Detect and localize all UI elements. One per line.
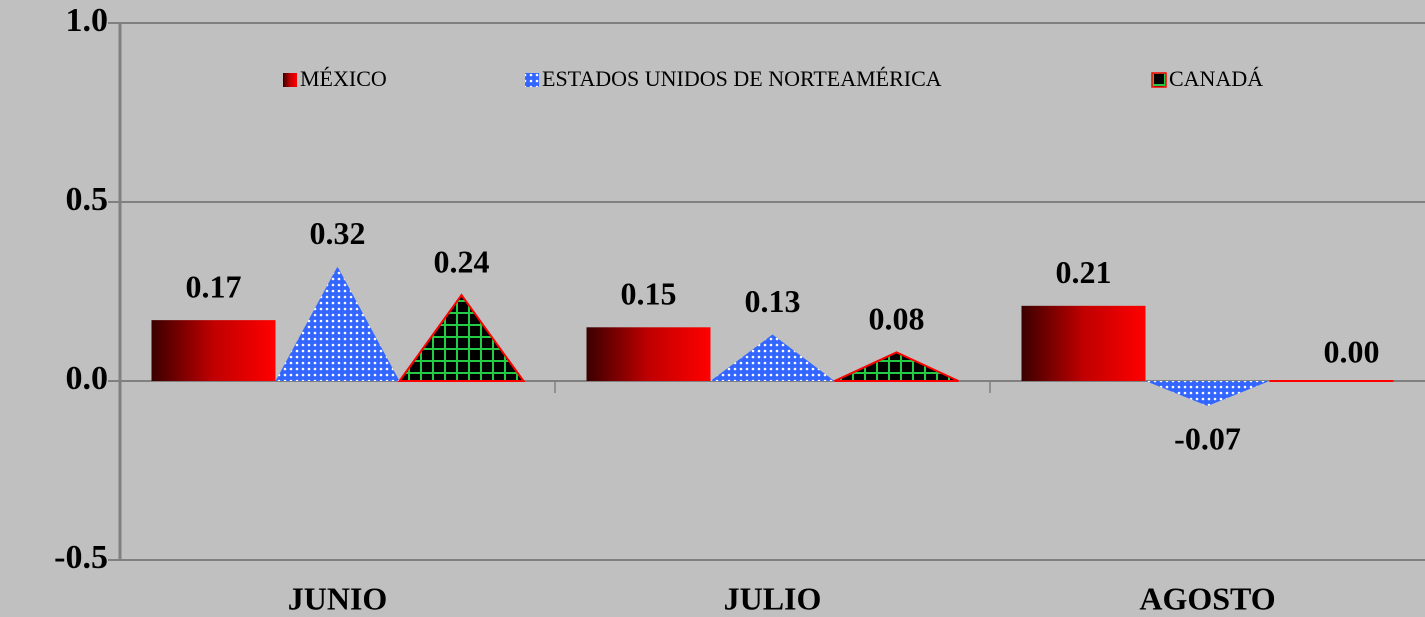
legend-swatch <box>1151 72 1167 88</box>
bar <box>834 351 959 382</box>
data-label: 0.08 <box>869 301 925 337</box>
y-tick-label: 0.5 <box>66 181 109 218</box>
y-tick-label: 1.0 <box>66 2 109 39</box>
y-tick-label: -0.5 <box>54 539 108 576</box>
legend-label: CANADÁ <box>1169 66 1263 91</box>
x-tick-label: JUNIO <box>288 580 388 616</box>
data-label: 0.21 <box>1056 254 1112 290</box>
bar <box>1145 381 1270 407</box>
data-label: 0.13 <box>745 283 801 319</box>
bar <box>397 293 526 382</box>
bar <box>1021 305 1146 381</box>
bar <box>151 320 276 381</box>
data-label: 0.15 <box>621 276 677 312</box>
legend-label: MÉXICO <box>300 66 387 91</box>
data-label: 0.00 <box>1324 333 1380 369</box>
data-label: 0.17 <box>186 268 242 304</box>
x-tick-label: JULIO <box>724 580 822 616</box>
legend-swatch <box>525 73 539 87</box>
bar <box>275 266 400 381</box>
data-label: 0.32 <box>310 215 366 251</box>
legend-label: ESTADOS UNIDOS DE NORTEAMÉRICA <box>542 66 942 91</box>
bar <box>586 327 711 381</box>
data-label: -0.07 <box>1174 420 1241 456</box>
legend-swatch <box>283 73 297 87</box>
y-tick-label: 0.0 <box>66 360 109 397</box>
data-label: 0.24 <box>434 243 490 279</box>
bar <box>710 334 835 381</box>
x-tick-label: AGOSTO <box>1139 580 1275 616</box>
